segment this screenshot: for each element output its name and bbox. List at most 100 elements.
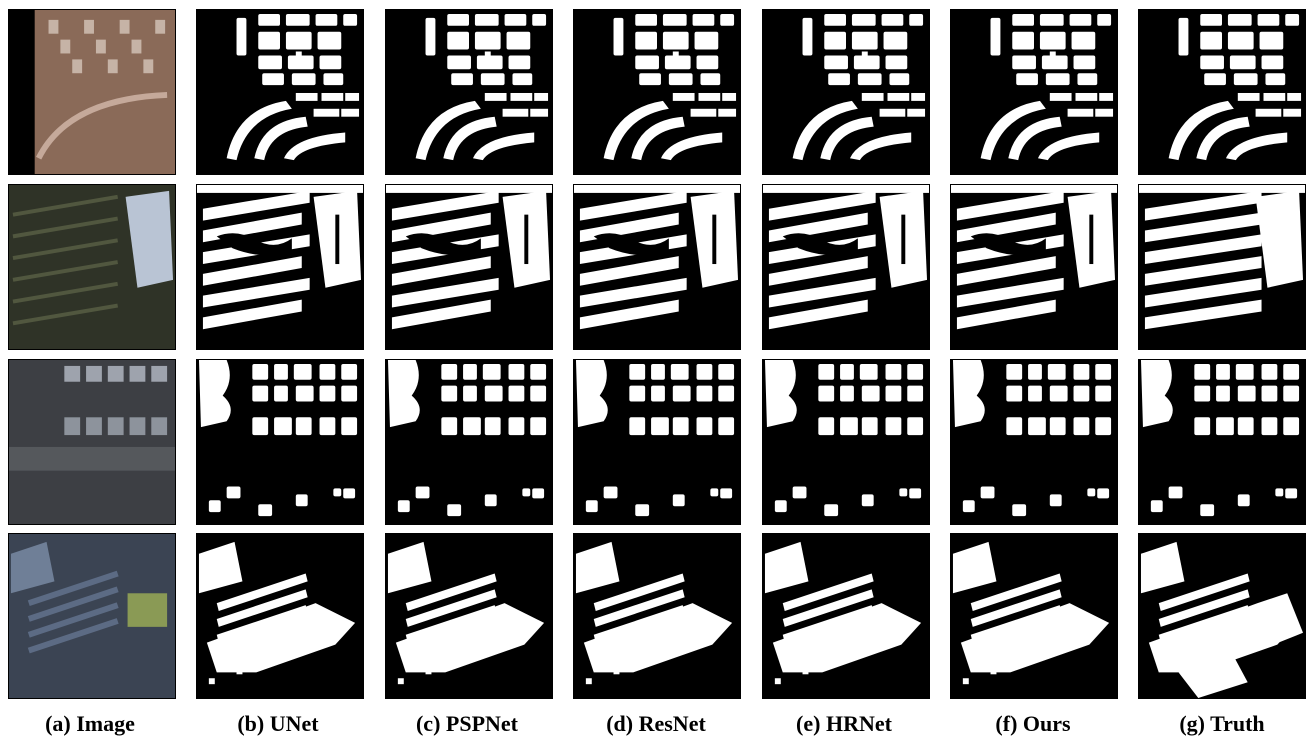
building-mask	[718, 108, 737, 117]
building-mask	[792, 100, 858, 161]
building-mask	[772, 603, 922, 673]
building-mask	[782, 573, 874, 612]
house-mask	[1194, 385, 1211, 402]
building-mask	[291, 73, 316, 86]
greenhouse-strip-mask	[1144, 277, 1262, 308]
building-mask-image	[1139, 360, 1305, 524]
greenhouse-strip-mask	[202, 256, 302, 286]
caption-unet: (b) UNet	[237, 711, 319, 736]
segmentation-mask-panel	[385, 359, 553, 525]
building-mask	[258, 13, 280, 26]
house-mask	[252, 385, 269, 402]
building-mask	[802, 17, 813, 56]
house-mask	[1095, 385, 1112, 402]
building-mask	[631, 116, 685, 161]
rooftop	[129, 365, 146, 382]
building-mask	[405, 573, 497, 612]
house-mask	[1097, 488, 1110, 499]
house-mask	[651, 363, 665, 380]
house-mask	[861, 417, 878, 436]
greenhouse-strip-mask	[386, 185, 552, 193]
greenhouse-strip-mask	[1144, 212, 1262, 243]
building-mask	[1227, 13, 1252, 26]
building-mask-image	[386, 534, 552, 698]
building-mask	[1140, 541, 1185, 594]
greenhouse-strip-mask	[574, 185, 740, 193]
building-mask	[824, 31, 846, 50]
greenhouse-strip-mask	[768, 256, 868, 286]
rooftop	[27, 602, 119, 638]
building-mask	[879, 108, 906, 117]
building-mask	[635, 13, 657, 26]
building-mask	[484, 92, 507, 101]
building-mask	[828, 73, 850, 86]
building-mask	[1099, 92, 1114, 101]
rooftop	[95, 39, 106, 54]
building-mask	[694, 31, 719, 50]
greenhouse-row	[12, 303, 119, 326]
rooftop	[27, 586, 119, 622]
building-mask	[534, 92, 549, 101]
segmentation-mask-panel	[196, 184, 364, 350]
house-mask	[907, 363, 924, 380]
aerial-image	[9, 10, 175, 174]
house-mask	[840, 417, 858, 436]
building-mask-image	[951, 360, 1117, 524]
building-mask	[387, 360, 420, 428]
building-mask	[1069, 13, 1092, 26]
segmentation-mask-panel	[196, 533, 364, 699]
building-mask	[851, 31, 878, 50]
building-mask	[447, 55, 471, 70]
building-mask	[970, 573, 1062, 612]
house-mask	[651, 385, 665, 402]
greenhouse-row	[12, 281, 119, 304]
rooftop	[86, 365, 102, 382]
house-mask	[1073, 363, 1090, 380]
segmentation-mask-panel	[1138, 533, 1306, 699]
greenhouse-strip-mask	[956, 190, 1064, 221]
building-mask	[881, 13, 904, 26]
house-mask	[484, 417, 501, 436]
house-mask	[1283, 385, 1300, 402]
building-mask	[662, 13, 687, 26]
house-mask	[1283, 363, 1300, 380]
segmentation-mask-panel	[573, 9, 741, 175]
greenhouse-strip-mask	[202, 277, 310, 308]
building-mask	[635, 31, 657, 50]
house-mask	[508, 417, 525, 436]
building-mask	[696, 55, 719, 70]
noise-mask	[295, 51, 302, 58]
house-mask	[1194, 363, 1211, 380]
house-mask	[672, 385, 691, 402]
building-mask	[660, 132, 723, 161]
house-mask	[672, 417, 689, 436]
house-mask	[333, 488, 342, 497]
house-mask	[1028, 363, 1042, 380]
building-mask	[1158, 589, 1250, 627]
house-mask	[907, 417, 924, 436]
house-mask	[629, 363, 646, 380]
aerial-image	[9, 360, 175, 524]
building-mask	[672, 92, 695, 101]
house-mask	[1095, 363, 1112, 380]
house-mask	[1237, 385, 1256, 402]
greenhouse-strip-mask	[768, 299, 868, 330]
building-mask	[690, 108, 717, 117]
building-mask-image	[1139, 185, 1305, 349]
house-mask	[1028, 385, 1042, 402]
house-mask	[463, 417, 481, 436]
house-mask	[1216, 417, 1234, 436]
building-mask	[504, 13, 527, 26]
house-mask	[341, 417, 358, 436]
building-mask	[782, 589, 874, 627]
building-mask	[851, 13, 876, 26]
house-mask	[415, 486, 430, 499]
house-mask	[818, 385, 835, 402]
greenhouse-row	[12, 238, 119, 261]
building-mask	[198, 541, 243, 594]
building-mask	[613, 17, 624, 56]
building-mask-image	[951, 10, 1117, 174]
building-mask	[1008, 116, 1062, 161]
building-mask	[861, 92, 884, 101]
building-mask	[236, 17, 247, 56]
